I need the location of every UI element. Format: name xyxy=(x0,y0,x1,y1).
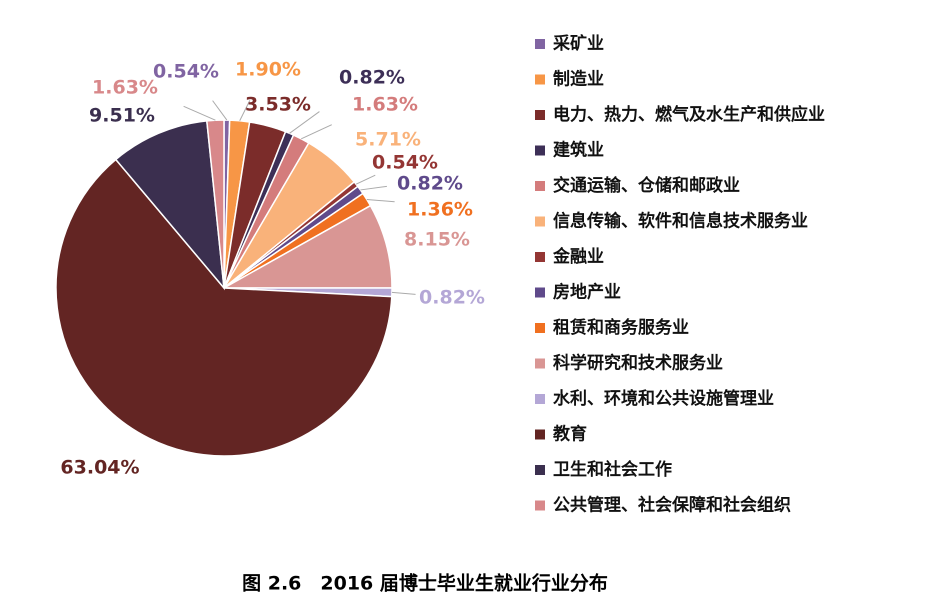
data-label: 3.53% xyxy=(245,94,311,116)
legend-swatch xyxy=(535,429,545,440)
data-label: 0.82% xyxy=(419,287,485,309)
legend-label: 卫生和社会工作 xyxy=(553,459,672,480)
chart-title: 图 2.6 2016 届博士毕业生就业行业分布 xyxy=(242,572,608,595)
pie-slice xyxy=(114,120,225,291)
legend-label: 公共管理、社会保障和社会组织 xyxy=(553,495,791,516)
data-label: 1.36% xyxy=(407,199,473,221)
leader-line xyxy=(391,291,416,295)
leader-line xyxy=(289,111,320,134)
legend-swatch xyxy=(535,358,545,369)
data-label: 0.82% xyxy=(397,173,463,195)
leader-line xyxy=(301,124,332,140)
data-label: 63.04% xyxy=(60,457,139,479)
pie-slice xyxy=(55,158,393,457)
data-label: 1.63% xyxy=(352,94,418,116)
legend-label: 水利、环境和公共设施管理业 xyxy=(553,388,774,409)
data-label: 8.15% xyxy=(404,229,470,251)
leader-line xyxy=(239,100,251,121)
legend-swatch xyxy=(535,394,545,404)
data-label: 1.63% xyxy=(92,77,158,99)
legend-swatch xyxy=(535,74,545,85)
legend-swatch xyxy=(535,145,545,156)
legend-label: 房地产业 xyxy=(553,282,621,303)
legend-swatch xyxy=(535,252,545,262)
legend-swatch xyxy=(535,110,545,120)
legend-label: 交通运输、仓储和邮政业 xyxy=(553,175,740,196)
data-label: 0.82% xyxy=(339,67,405,89)
legend-label: 教育 xyxy=(552,424,587,445)
legend-swatch xyxy=(535,39,545,49)
legend-label: 信息传输、软件和信息技术服务业 xyxy=(553,211,808,232)
legend-label: 制造业 xyxy=(553,69,604,90)
leader-line xyxy=(212,100,228,121)
legend-swatch xyxy=(535,465,545,475)
leader-line xyxy=(366,199,395,203)
legend-swatch xyxy=(535,287,545,298)
legend-label: 电力、热力、燃气及水生产和供应业 xyxy=(553,104,825,125)
data-label: 1.90% xyxy=(235,59,301,81)
legend-label: 建筑业 xyxy=(553,140,604,161)
leader-line xyxy=(355,174,376,185)
legend-label: 科学研究和技术服务业 xyxy=(553,353,723,374)
legend-swatch xyxy=(535,181,545,191)
leader-line xyxy=(360,185,387,191)
legend-label: 金融业 xyxy=(552,246,604,267)
legend-swatch xyxy=(535,500,545,511)
data-label: 9.51% xyxy=(89,105,155,127)
legend-swatch xyxy=(535,323,545,333)
legend-label: 采矿业 xyxy=(552,33,604,54)
legend-swatch xyxy=(535,216,545,227)
leader-line xyxy=(183,105,216,121)
data-label: 0.54% xyxy=(372,152,438,174)
data-label: 0.54% xyxy=(153,61,219,83)
legend-label: 租赁和商务服务业 xyxy=(553,317,689,338)
data-label: 5.71% xyxy=(355,129,421,151)
